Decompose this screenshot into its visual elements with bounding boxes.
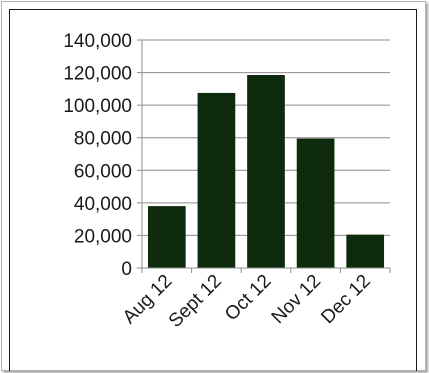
y-tick-label: 40,000 (74, 194, 132, 215)
y-tick-label: 80,000 (74, 129, 132, 150)
bars (147, 75, 385, 268)
bar (197, 92, 236, 268)
y-tick-label: 120,000 (63, 64, 132, 85)
x-tick-label: Nov 12 (268, 271, 325, 328)
axes (141, 40, 390, 269)
chart-inner-border (9, 9, 417, 371)
y-tick-label: 140,000 (63, 31, 132, 52)
bar (346, 234, 385, 268)
x-tick-label: Dec 12 (317, 271, 374, 328)
y-axis-ticks: 140,000 120,000 100,000 80,000 60,000 40,000 2… (63, 31, 142, 280)
y-tick-label: 100,000 (63, 96, 132, 117)
x-tick-label: Oct 12 (221, 271, 275, 325)
y-tick-label: 60,000 (74, 161, 132, 182)
bar (296, 138, 335, 268)
y-tick-label: 20,000 (74, 226, 132, 247)
bar (247, 75, 285, 268)
y-tick-label: 0 (121, 259, 132, 280)
bar (147, 206, 186, 268)
x-tick-label: Sept 12 (165, 271, 226, 332)
